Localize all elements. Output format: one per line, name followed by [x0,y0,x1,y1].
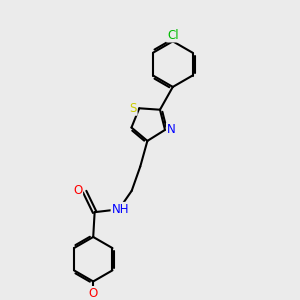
Text: N: N [167,123,176,136]
Text: O: O [88,287,98,300]
Text: O: O [73,184,82,197]
Text: Cl: Cl [167,28,178,41]
Text: S: S [129,102,137,115]
Text: NH: NH [112,203,129,216]
